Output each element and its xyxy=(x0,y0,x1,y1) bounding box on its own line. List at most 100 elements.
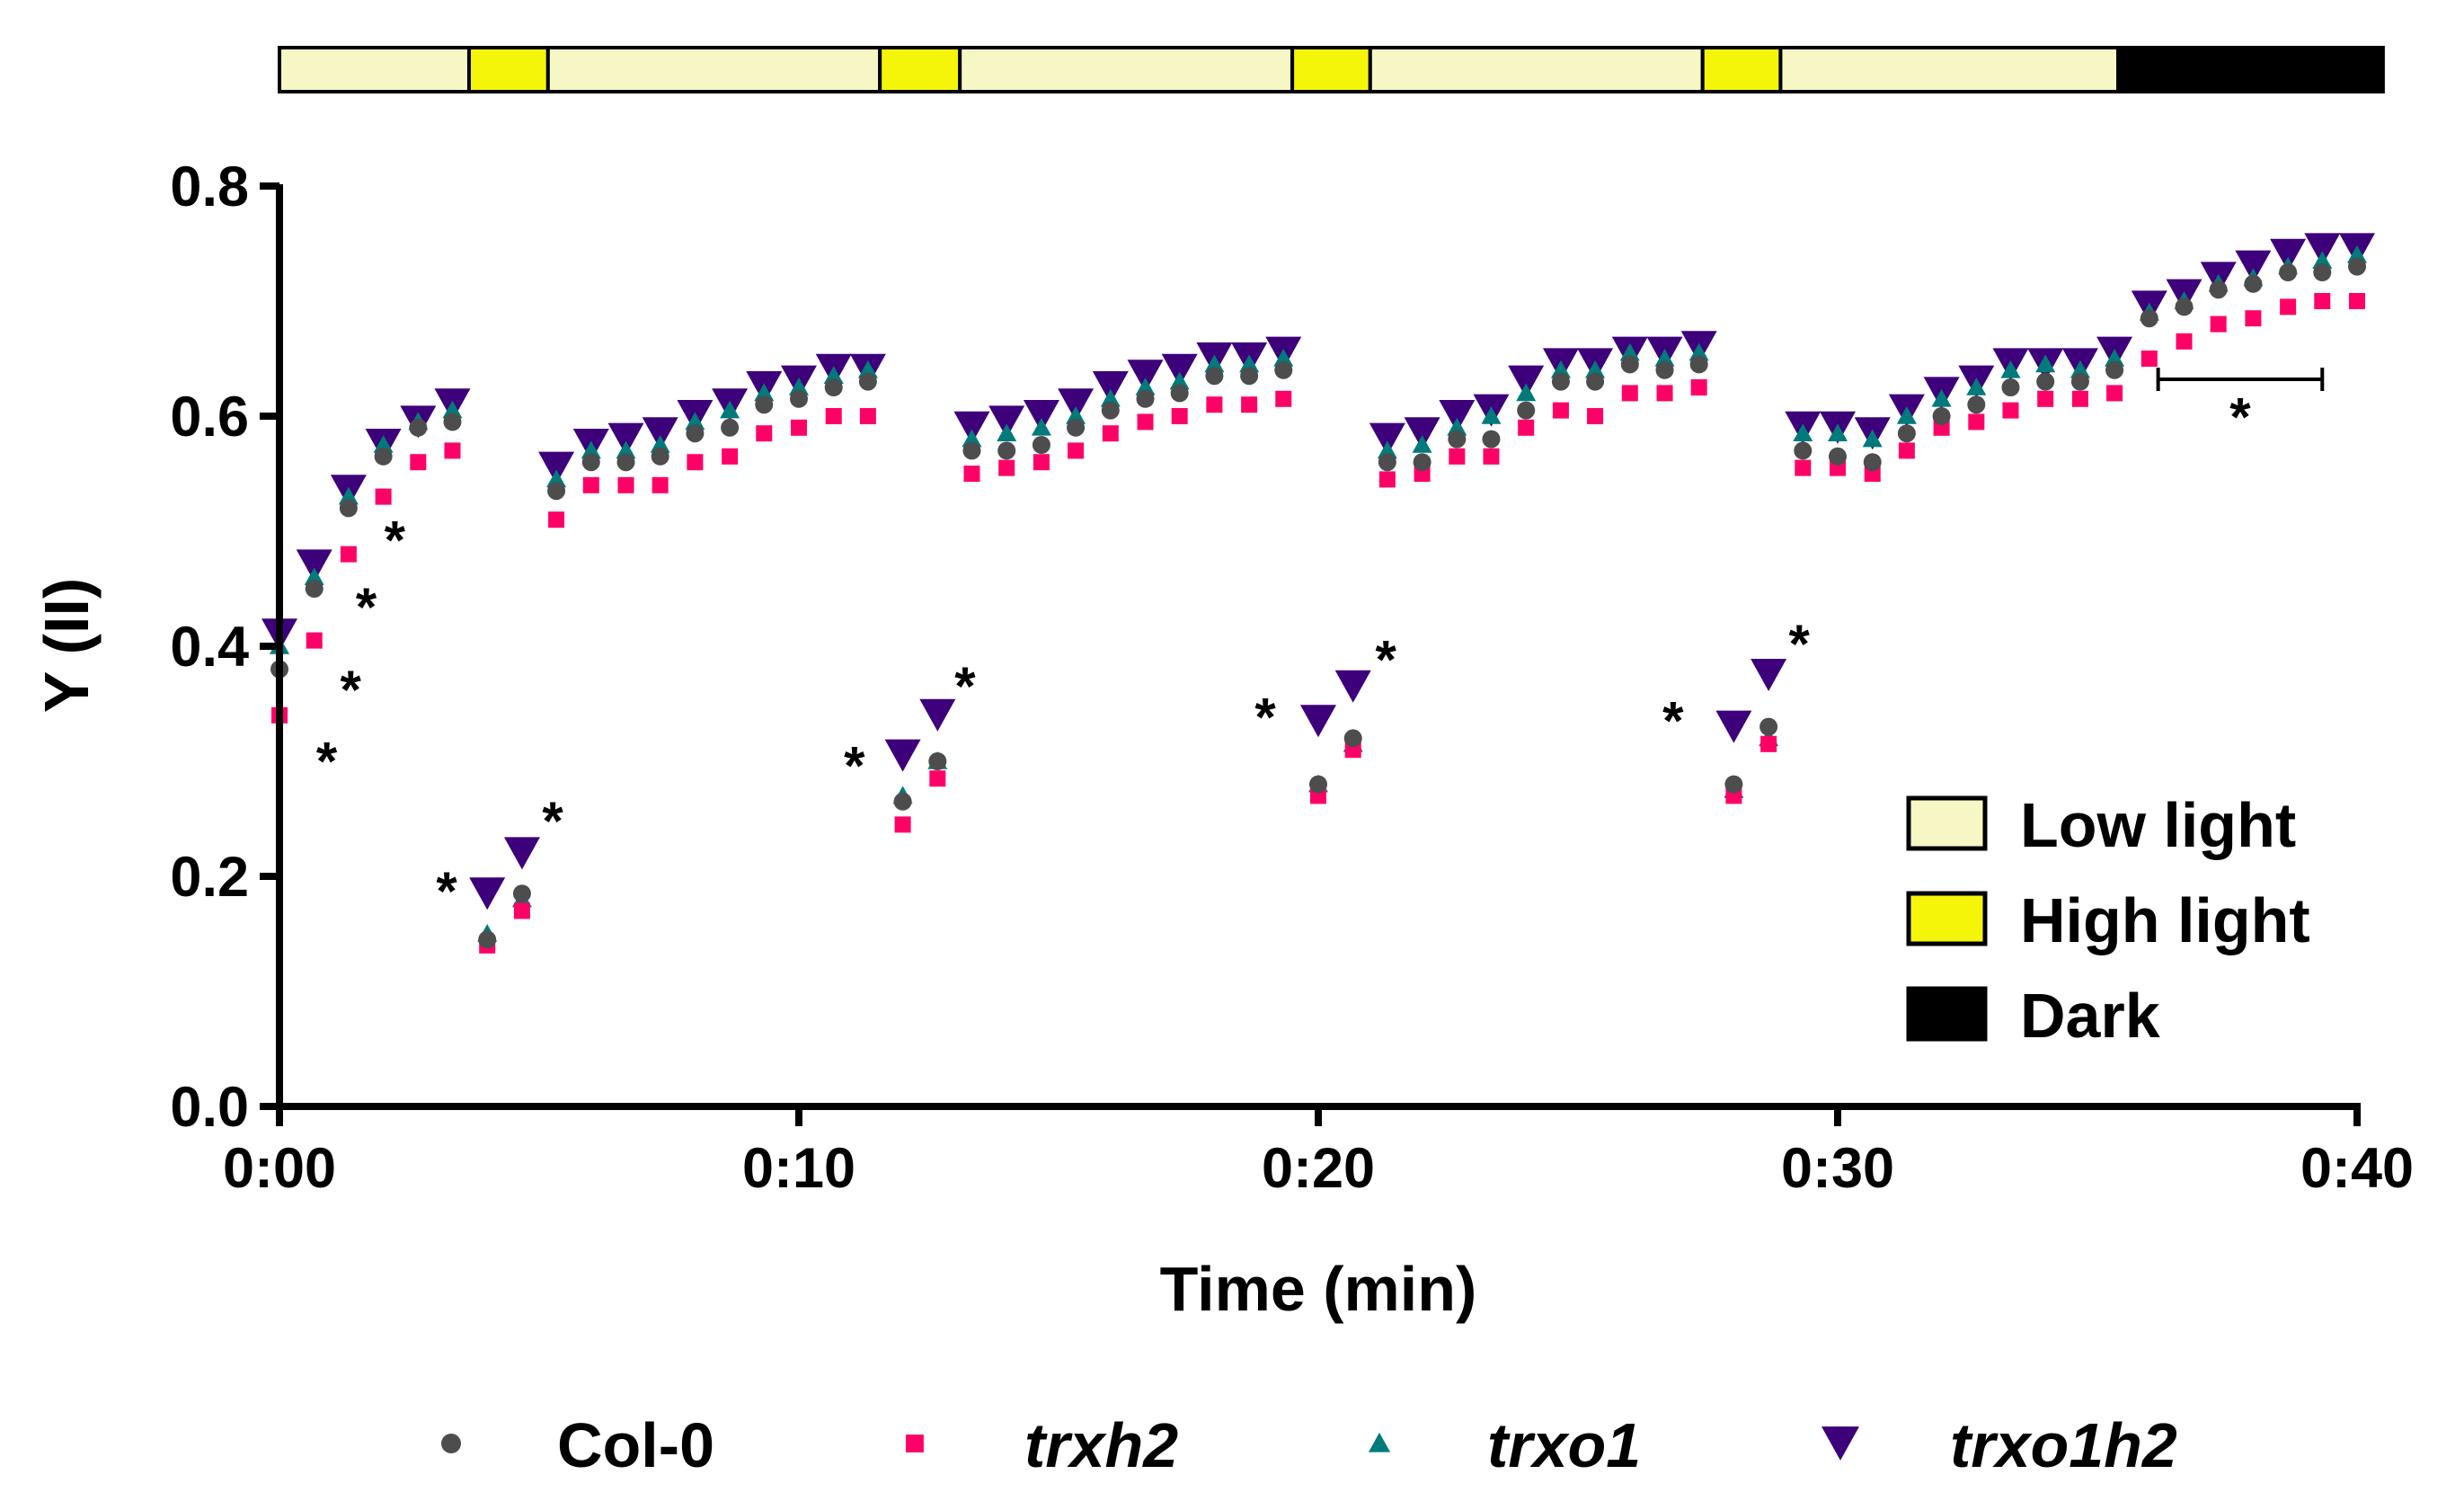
light-legend: Low light High light Dark xyxy=(1906,790,2310,1051)
point-Col-0 xyxy=(1378,453,1396,472)
point-Col-0 xyxy=(2209,280,2228,299)
point-trxo1 xyxy=(304,567,324,585)
significance-asterisk: * xyxy=(341,660,362,720)
point-Col-0 xyxy=(2348,257,2366,276)
point-Col-0 xyxy=(2105,360,2124,379)
light-regime-bar xyxy=(278,46,2385,93)
legend-label-trxo1: trxo1 xyxy=(1487,1410,1641,1480)
point-trxh2 xyxy=(2071,390,2088,407)
y-tick-label: 0.0 xyxy=(170,1076,249,1139)
point-Col-0 xyxy=(581,453,600,472)
point-trxh2 xyxy=(2349,293,2365,309)
point-trxo1 xyxy=(1688,342,1709,361)
point-trxo1 xyxy=(685,412,705,431)
regime-segment-high xyxy=(1290,46,1372,93)
point-trxh2 xyxy=(2210,315,2227,333)
point-trxo1 xyxy=(546,469,567,488)
point-trxo1 xyxy=(962,429,982,448)
point-trxo1 xyxy=(2000,360,2021,378)
point-trxh2 xyxy=(1206,396,1223,413)
point-Col-0 xyxy=(1759,717,1778,736)
point-trxo1 xyxy=(1828,423,1848,441)
legend-label-trxo1h2: trxo1h2 xyxy=(1950,1410,2177,1480)
legend-marker-trxo1h2 xyxy=(1821,1426,1859,1461)
point-trxh2 xyxy=(2037,390,2054,407)
point-trxh2 xyxy=(651,476,669,493)
point-trxh2 xyxy=(1621,385,1638,402)
point-trxo1 xyxy=(1204,354,1225,373)
point-Col-0 xyxy=(858,372,877,391)
point-Col-0 xyxy=(651,447,669,466)
significance-asterisk: * xyxy=(1662,691,1684,751)
y-tick-label: 0.8 xyxy=(170,155,249,218)
point-Col-0 xyxy=(2313,263,2332,281)
legend-marker-Col-0 xyxy=(441,1434,461,1453)
point-Col-0 xyxy=(1309,775,1327,794)
point-trxo1h2 xyxy=(607,422,644,456)
point-trxh2 xyxy=(998,459,1015,476)
data-points xyxy=(261,233,2375,954)
point-trxo1h2 xyxy=(953,411,990,444)
point-Col-0 xyxy=(1829,447,1847,466)
point-trxo1 xyxy=(581,440,601,459)
point-trxo1 xyxy=(1896,406,1917,424)
point-Col-0 xyxy=(824,378,843,396)
point-Col-0 xyxy=(2140,309,2158,328)
point-trxo1 xyxy=(2347,244,2367,263)
point-Col-0 xyxy=(512,884,531,903)
legend-marker-trxo1 xyxy=(1368,1432,1391,1452)
series-legend: Col-0 trxh2 trxo1 trxo1h2 xyxy=(441,1410,2177,1480)
point-trxo1h2 xyxy=(2270,238,2307,271)
regime-segment-dark xyxy=(2116,46,2385,93)
point-Col-0 xyxy=(1032,436,1050,454)
point-trxh2 xyxy=(2002,402,2019,419)
point-Col-0 xyxy=(1448,430,1467,449)
point-Col-0 xyxy=(443,413,462,431)
point-Col-0 xyxy=(1170,384,1189,403)
point-Col-0 xyxy=(1101,401,1120,420)
point-trxh2 xyxy=(687,454,704,471)
point-trxh2 xyxy=(444,442,461,459)
point-trxh2 xyxy=(2176,333,2193,350)
point-trxo1h2 xyxy=(1508,365,1545,398)
point-trxo1 xyxy=(616,440,636,459)
point-trxo1h2 xyxy=(884,739,921,772)
point-trxh2 xyxy=(2280,298,2297,315)
point-trxo1 xyxy=(1031,417,1051,436)
point-trxo1 xyxy=(1100,388,1121,407)
x-tick-label: 0:10 xyxy=(742,1137,855,1200)
point-trxo1 xyxy=(1619,342,1640,361)
x-tick-label: 0:20 xyxy=(1262,1137,1375,1200)
point-Col-0 xyxy=(409,418,428,437)
significance-asterisk: * xyxy=(1254,688,1276,748)
point-trxo1h2 xyxy=(1023,400,1059,432)
point-trxo1 xyxy=(1516,383,1537,402)
point-trxh2 xyxy=(791,419,807,436)
point-Col-0 xyxy=(1655,360,1674,379)
point-Col-0 xyxy=(1482,430,1501,449)
annotations: ************* xyxy=(316,368,2325,921)
point-trxo1 xyxy=(1481,406,1502,424)
point-trxo1 xyxy=(754,383,775,402)
significance-asterisk: * xyxy=(542,791,563,851)
ticks: 0:00 0:10 0:20 0:30 0:40 0.0 0.2 0.4 0.6 0.8 xyxy=(170,155,2414,1200)
point-Col-0 xyxy=(478,930,497,949)
point-Col-0 xyxy=(2175,298,2194,316)
point-trxh2 xyxy=(825,408,842,424)
point-Col-0 xyxy=(2001,378,2020,396)
point-trxh2 xyxy=(375,488,392,505)
point-trxh2 xyxy=(340,546,357,563)
point-trxo1h2 xyxy=(2304,233,2341,266)
point-trxh2 xyxy=(2106,385,2123,402)
point-Col-0 xyxy=(755,395,774,414)
point-trxo1 xyxy=(1273,349,1294,367)
point-trxh2 xyxy=(2245,310,2262,327)
y-axis-label: Y (II) xyxy=(31,578,102,713)
point-trxo1h2 xyxy=(1715,710,1752,743)
point-trxo1 xyxy=(650,435,670,453)
x-axis-label: Time (min) xyxy=(1160,1254,1477,1324)
legend-marker-trxh2 xyxy=(906,1434,924,1452)
point-Col-0 xyxy=(1586,372,1605,391)
point-trxh2 xyxy=(1068,442,1085,459)
point-trxh2 xyxy=(2314,293,2331,309)
